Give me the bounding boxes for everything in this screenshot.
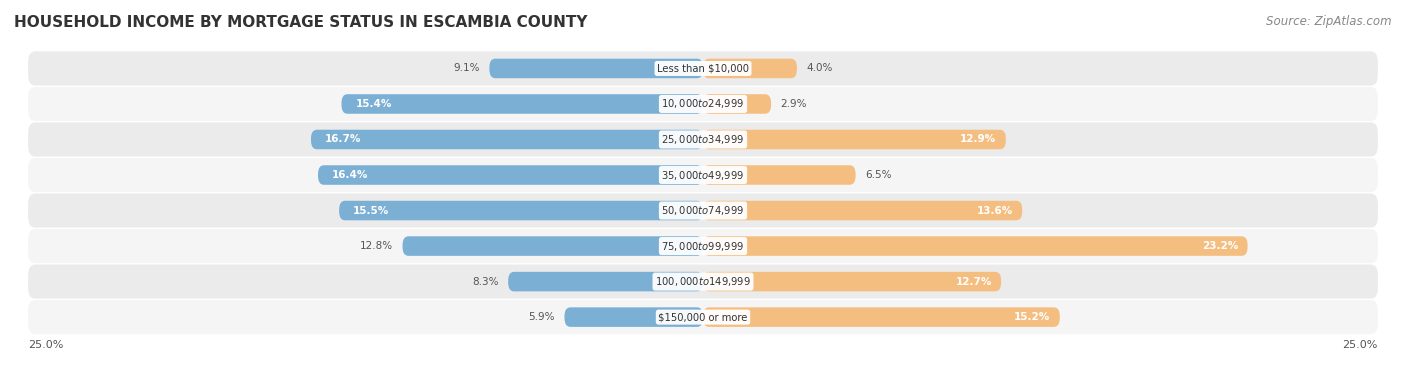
FancyBboxPatch shape: [318, 165, 703, 185]
FancyBboxPatch shape: [311, 130, 703, 149]
FancyBboxPatch shape: [28, 87, 1378, 121]
FancyBboxPatch shape: [28, 122, 1378, 156]
FancyBboxPatch shape: [28, 229, 1378, 263]
FancyBboxPatch shape: [703, 272, 1001, 291]
FancyBboxPatch shape: [703, 94, 770, 114]
FancyBboxPatch shape: [28, 300, 1378, 334]
Text: 6.5%: 6.5%: [865, 170, 891, 180]
Text: 15.2%: 15.2%: [1014, 312, 1050, 322]
FancyBboxPatch shape: [703, 307, 1060, 327]
FancyBboxPatch shape: [703, 130, 1005, 149]
Text: 16.4%: 16.4%: [332, 170, 368, 180]
Text: $50,000 to $74,999: $50,000 to $74,999: [661, 204, 745, 217]
Text: $10,000 to $24,999: $10,000 to $24,999: [661, 98, 745, 110]
Text: 12.8%: 12.8%: [360, 241, 394, 251]
Text: 25.0%: 25.0%: [1343, 340, 1378, 350]
Text: 5.9%: 5.9%: [529, 312, 555, 322]
FancyBboxPatch shape: [402, 236, 703, 256]
Text: 12.7%: 12.7%: [955, 277, 991, 287]
Text: $100,000 to $149,999: $100,000 to $149,999: [655, 275, 751, 288]
Text: $35,000 to $49,999: $35,000 to $49,999: [661, 169, 745, 181]
Text: 4.0%: 4.0%: [806, 64, 832, 73]
Text: HOUSEHOLD INCOME BY MORTGAGE STATUS IN ESCAMBIA COUNTY: HOUSEHOLD INCOME BY MORTGAGE STATUS IN E…: [14, 15, 588, 30]
FancyBboxPatch shape: [28, 51, 1378, 85]
FancyBboxPatch shape: [339, 201, 703, 220]
Text: $75,000 to $99,999: $75,000 to $99,999: [661, 240, 745, 253]
Text: 13.6%: 13.6%: [977, 206, 1012, 215]
FancyBboxPatch shape: [703, 59, 797, 78]
Text: 25.0%: 25.0%: [28, 340, 63, 350]
Text: Less than $10,000: Less than $10,000: [657, 64, 749, 73]
Text: 15.4%: 15.4%: [356, 99, 392, 109]
FancyBboxPatch shape: [703, 201, 1022, 220]
FancyBboxPatch shape: [28, 158, 1378, 192]
FancyBboxPatch shape: [342, 94, 703, 114]
FancyBboxPatch shape: [508, 272, 703, 291]
Text: 16.7%: 16.7%: [325, 135, 361, 144]
Text: 8.3%: 8.3%: [472, 277, 499, 287]
FancyBboxPatch shape: [489, 59, 703, 78]
Text: 2.9%: 2.9%: [780, 99, 807, 109]
FancyBboxPatch shape: [564, 307, 703, 327]
FancyBboxPatch shape: [28, 265, 1378, 299]
Text: 15.5%: 15.5%: [353, 206, 389, 215]
Text: 9.1%: 9.1%: [454, 64, 479, 73]
Text: Source: ZipAtlas.com: Source: ZipAtlas.com: [1267, 15, 1392, 28]
FancyBboxPatch shape: [703, 165, 856, 185]
Text: 12.9%: 12.9%: [960, 135, 997, 144]
Text: 23.2%: 23.2%: [1202, 241, 1239, 251]
Text: $25,000 to $34,999: $25,000 to $34,999: [661, 133, 745, 146]
Text: $150,000 or more: $150,000 or more: [658, 312, 748, 322]
FancyBboxPatch shape: [28, 194, 1378, 228]
FancyBboxPatch shape: [703, 236, 1247, 256]
